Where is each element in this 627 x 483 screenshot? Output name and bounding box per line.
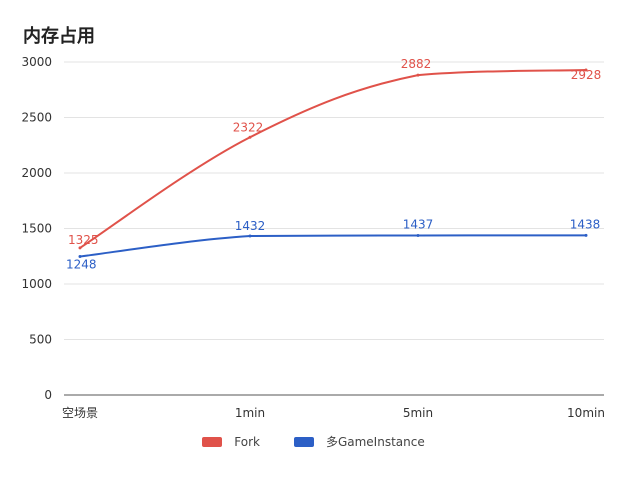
legend: Fork 多GameInstance — [0, 433, 627, 450]
data-point[interactable] — [248, 234, 252, 238]
series-line-multi-gameinstance — [79, 234, 587, 258]
x-tick-label: 5min — [403, 406, 433, 420]
data-label: 1325 — [68, 233, 99, 247]
data-label: 2882 — [401, 57, 432, 71]
x-tick-label: 10min — [567, 406, 605, 420]
legend-label-fork: Fork — [234, 434, 260, 449]
y-tick-label: 0 — [44, 388, 52, 402]
legend-item-fork[interactable]: Fork — [202, 433, 260, 450]
legend-swatch-multi-gameinstance — [293, 436, 314, 447]
y-tick-label: 2000 — [21, 166, 52, 180]
data-point[interactable] — [78, 246, 82, 250]
legend-item-multi-gameinstance[interactable]: 多GameInstance — [293, 433, 425, 450]
data-point[interactable] — [416, 73, 420, 77]
data-label: 1432 — [235, 219, 266, 233]
data-label: 2928 — [571, 68, 602, 82]
x-tick-label: 1min — [235, 406, 265, 420]
data-point[interactable] — [78, 254, 82, 258]
data-point[interactable] — [584, 233, 588, 237]
y-tick-label: 2500 — [21, 111, 52, 125]
series-line-fork — [79, 68, 587, 249]
data-point[interactable] — [248, 135, 252, 139]
data-point[interactable] — [584, 68, 588, 72]
legend-swatch-fork — [202, 436, 223, 447]
y-tick-label: 1500 — [21, 222, 52, 236]
y-tick-label: 3000 — [21, 55, 52, 69]
chart-title: 内存占用 — [23, 26, 95, 47]
data-label: 2322 — [233, 120, 264, 134]
legend-label-multi-gameinstance: 多GameInstance — [325, 435, 425, 449]
y-tick-label: 500 — [29, 333, 52, 347]
y-tick-label: 1000 — [21, 277, 52, 291]
data-label: 1437 — [403, 217, 434, 231]
data-label: 1438 — [570, 217, 601, 231]
x-tick-label: 空场景 — [62, 406, 98, 420]
data-point[interactable] — [416, 233, 420, 237]
data-label: 1248 — [66, 257, 97, 271]
